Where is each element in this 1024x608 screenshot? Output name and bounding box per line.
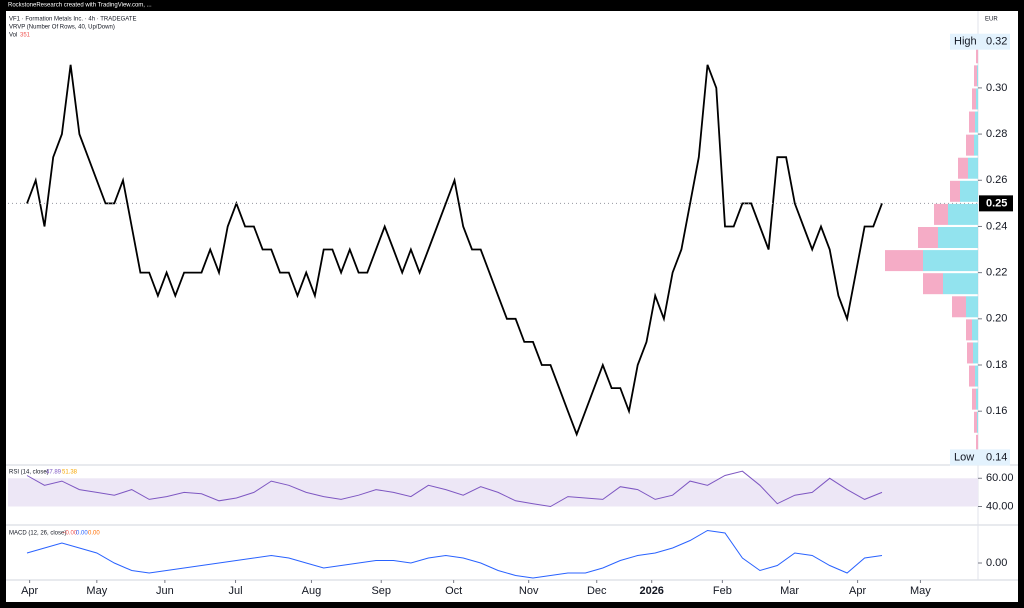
credit: RockstoneResearch created with TradingVi… (8, 3, 152, 9)
volume-profile-bar (938, 227, 978, 248)
legend-volume: Vol (9, 33, 17, 39)
volume-profile-bar (948, 203, 978, 225)
x-tick-label: 2026 (639, 585, 663, 597)
volume-profile-bar (952, 296, 966, 318)
price-line (26, 470, 883, 508)
volume-profile-bar (974, 65, 977, 87)
volume-profile-bar (943, 273, 978, 295)
last-price-label: 0.25 (986, 197, 1007, 209)
rsi-title: RSI (14, close) (9, 470, 49, 476)
volume-profile-bar (974, 134, 978, 156)
y-tick-label: 0.18 (986, 359, 1007, 371)
volume-profile-bar (975, 111, 978, 133)
volume-profile-bar (974, 411, 977, 433)
price-line (26, 64, 883, 437)
chart-background (6, 11, 1018, 602)
volume-profile-bar (972, 88, 976, 110)
macd-value: −0.00 (62, 531, 78, 537)
volume-profile-bar (976, 42, 978, 64)
volume-profile-bar (969, 111, 975, 133)
volume-profile-bar (950, 180, 960, 202)
y-tick-label: 0.24 (986, 220, 1007, 232)
y-tick-label: 60.00 (986, 472, 1014, 484)
macd-signal: 0.00 (76, 531, 88, 537)
x-tick-label: Apr (849, 585, 866, 597)
volume-profile-bar (934, 203, 948, 225)
volume-profile-bar (969, 365, 975, 387)
y-tick-label: 0.26 (986, 174, 1007, 186)
volume-profile-bar (885, 250, 923, 272)
low-badge (950, 449, 1010, 466)
macd-title: MACD (12, 26, close) (9, 531, 66, 537)
legend-vrvp: VRVP (Number Of Rows, 40, Up/Down) (9, 25, 115, 31)
high-label: High (954, 36, 977, 48)
y-tick-label: 0.16 (986, 405, 1007, 417)
rsi-ma-value: 51.38 (62, 470, 78, 476)
volume-profile-bar (976, 434, 978, 456)
volume-profile-bar (968, 157, 978, 179)
volume-profile-bar (966, 319, 972, 341)
y-tick-label: 0.00 (986, 557, 1007, 569)
volume-profile-bar (977, 411, 978, 433)
low-label: Low (954, 451, 974, 463)
x-tick-label: Apr (21, 585, 38, 597)
currency: EUR (985, 17, 998, 23)
x-tick-label: Oct (445, 585, 462, 597)
x-tick-label: Jun (156, 585, 174, 597)
x-tick-label: May (86, 585, 107, 597)
volume-profile-bar (918, 227, 938, 248)
y-tick-label: 40.00 (986, 500, 1014, 512)
volume-profile-bar (972, 388, 976, 410)
volume-profile-bar (923, 250, 978, 272)
volume-profile-bar (973, 342, 978, 364)
x-tick-label: Feb (713, 585, 732, 597)
low-value: 0.14 (986, 451, 1007, 463)
rsi-value: 47.89 (46, 470, 62, 476)
x-tick-label: Jul (229, 585, 243, 597)
x-tick-label: May (910, 585, 931, 597)
volume-profile-bar (966, 296, 978, 318)
volume-profile-bar (967, 342, 973, 364)
macd-hist: 0.00 (88, 531, 100, 537)
high-value: 0.32 (986, 36, 1007, 48)
y-tick-label: 0.20 (986, 313, 1007, 325)
legend-volume-value: 351 (20, 33, 31, 39)
volume-profile-bar (966, 134, 974, 156)
volume-profile-bar (958, 157, 968, 179)
y-tick-label: 0.28 (986, 128, 1007, 140)
high-badge (950, 33, 1010, 50)
legend-title: VF1 · Formation Metals Inc. · 4h · TRADE… (9, 17, 136, 23)
volume-profile-bar (976, 388, 978, 410)
price-line (26, 529, 883, 579)
volume-profile-bar (975, 365, 978, 387)
last-price-badge (979, 195, 1013, 212)
y-tick-label: 0.30 (986, 82, 1007, 94)
y-tick-label: 0.22 (986, 267, 1007, 279)
x-tick-label: Mar (780, 585, 799, 597)
x-tick-label: Sep (371, 585, 391, 597)
volume-profile-bar (960, 180, 978, 202)
x-tick-label: Aug (302, 585, 322, 597)
x-tick-label: Dec (587, 585, 607, 597)
x-tick-label: Nov (519, 585, 539, 597)
volume-profile-bar (972, 319, 978, 341)
volume-profile-bar (976, 88, 978, 110)
rsi-band (8, 478, 978, 507)
volume-profile-bar (977, 65, 978, 87)
volume-profile-bar (923, 273, 943, 295)
